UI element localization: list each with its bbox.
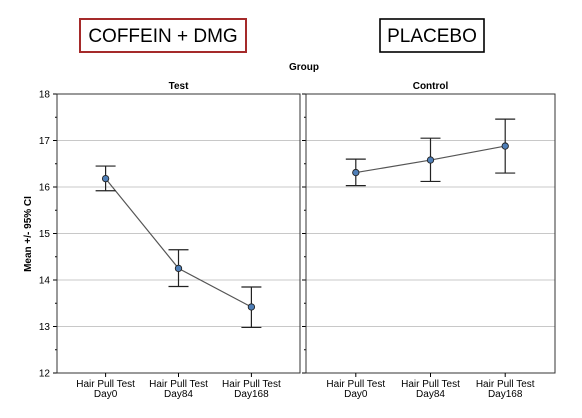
x-tick-label: Hair Pull Test xyxy=(401,379,460,390)
y-tick-label: 17 xyxy=(39,136,51,147)
series-line xyxy=(105,178,252,308)
x-tick-label: Hair Pull Test xyxy=(76,379,135,390)
data-point xyxy=(501,142,509,150)
caffeine-label: COFFEIN + DMG xyxy=(88,26,237,47)
x-tick-label: Day84 xyxy=(416,389,445,400)
placebo-box-border xyxy=(379,18,485,53)
chart-title: Group xyxy=(289,62,319,73)
x-tick-label: Hair Pull Test xyxy=(222,379,281,390)
y-tick-labels: 12 13 14 15 16 17 18 xyxy=(39,90,51,380)
y-tick-label: 13 xyxy=(39,322,51,333)
x-tick-label: Hair Pull Test xyxy=(476,379,535,390)
y-tick-label: 15 xyxy=(39,229,51,240)
placebo-label-box: PLACEBO xyxy=(379,18,485,53)
y-tick-label: 18 xyxy=(39,90,51,101)
panel-header: Control xyxy=(413,81,449,92)
data-point xyxy=(352,168,360,177)
y-tick-label: 12 xyxy=(39,369,51,380)
x-tick-label: Day0 xyxy=(344,389,368,400)
data-point xyxy=(174,264,183,273)
data-point xyxy=(101,174,110,183)
placebo-label: PLACEBO xyxy=(387,26,477,47)
data-point xyxy=(426,156,435,164)
x-tick-label: Day84 xyxy=(164,389,193,400)
x-tick-label: Day168 xyxy=(488,389,523,400)
caffeine-box-border xyxy=(79,18,247,53)
y-tick-label: 14 xyxy=(39,276,51,287)
x-tick-label: Day168 xyxy=(234,389,269,400)
x-tick-label: Day0 xyxy=(94,389,118,400)
caffeine-label-box: COFFEIN + DMG xyxy=(79,18,247,53)
panel-header: Test xyxy=(169,81,189,92)
data-point xyxy=(247,303,256,311)
x-tick-label: Hair Pull Test xyxy=(326,379,385,390)
y-tick-label: 16 xyxy=(39,183,51,194)
x-tick-label: Hair Pull Test xyxy=(149,379,208,390)
y-axis-label: Mean +/- 95% CI xyxy=(23,196,34,272)
